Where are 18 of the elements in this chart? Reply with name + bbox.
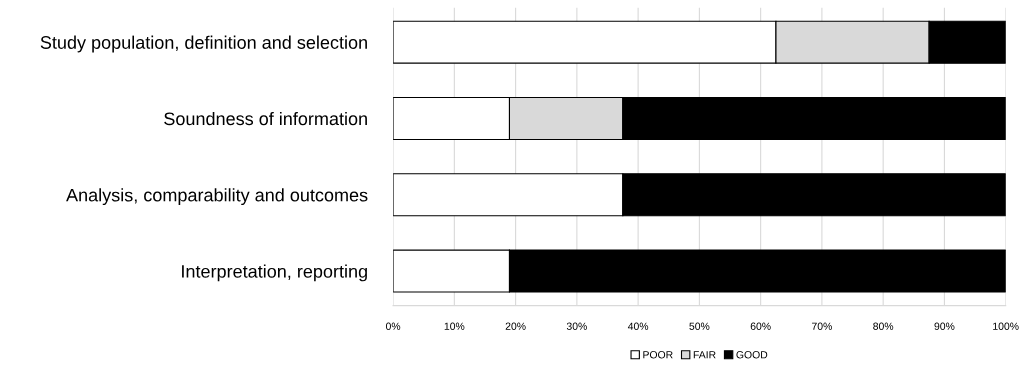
x-tick-label: 90%: [934, 322, 955, 330]
y-tick-label: Study population, definition and selection: [40, 35, 367, 53]
x-tick-label: 70%: [812, 322, 832, 330]
y-tick-label: Soundness of information: [164, 111, 367, 126]
x-tick-label: 100%: [993, 322, 1019, 330]
legend-label: GOOD: [736, 351, 768, 359]
x-tick-label: 60%: [750, 322, 771, 330]
x-tick-label: 10%: [444, 322, 465, 330]
x-tick-label: 50%: [689, 322, 710, 330]
x-tick-label: 30%: [566, 322, 587, 330]
x-tick-label: 80%: [873, 322, 894, 330]
x-tick-label: 20%: [505, 322, 526, 330]
y-tick-label: Interpretation, reporting: [182, 264, 367, 282]
legend-label: FAIR: [693, 351, 716, 359]
x-tick-label: 40%: [627, 322, 649, 330]
x-tick-label: 0%: [385, 322, 401, 330]
y-tick-label: Analysis, comparability and outcomes: [66, 188, 368, 206]
legend-label: POOR: [643, 351, 673, 359]
